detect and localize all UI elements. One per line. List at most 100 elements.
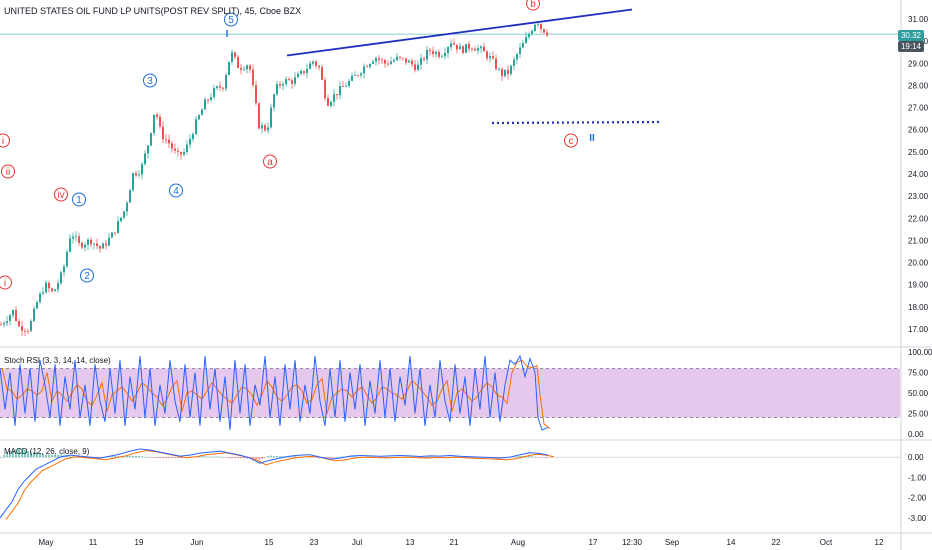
candle-body[interactable]: [162, 126, 164, 140]
wave-label-circle[interactable]: [72, 192, 86, 207]
candle-body[interactable]: [201, 109, 203, 116]
candle-body[interactable]: [138, 174, 140, 176]
candle-body[interactable]: [36, 302, 38, 309]
candle-body[interactable]: [144, 153, 146, 165]
candle-body[interactable]: [165, 139, 167, 141]
candle-body[interactable]: [423, 58, 425, 60]
candle-body[interactable]: [84, 244, 86, 248]
candle-body[interactable]: [477, 48, 479, 51]
candle-body[interactable]: [486, 51, 488, 59]
candle-body[interactable]: [72, 236, 74, 239]
candle-body[interactable]: [438, 51, 440, 57]
candle-body[interactable]: [420, 58, 422, 65]
candle-body[interactable]: [24, 330, 26, 332]
candle-body[interactable]: [69, 238, 71, 252]
candle-body[interactable]: [402, 57, 404, 59]
candle-body[interactable]: [258, 103, 260, 129]
candle-body[interactable]: [174, 148, 176, 151]
wave-label-circle[interactable]: [224, 12, 238, 27]
candle-body[interactable]: [246, 65, 248, 70]
candle-body[interactable]: [480, 46, 482, 49]
wave-label-circle[interactable]: [1, 164, 15, 179]
candle-body[interactable]: [498, 69, 500, 70]
candle-body[interactable]: [522, 43, 524, 48]
candle-body[interactable]: [510, 65, 512, 74]
candle-body[interactable]: [135, 173, 137, 176]
candle-body[interactable]: [234, 52, 236, 57]
stoch-axis-ticks[interactable]: 100.00 75.00 50.00 25.00 0.00: [908, 348, 932, 439]
candle-body[interactable]: [285, 79, 287, 84]
candle-body[interactable]: [417, 64, 419, 71]
wave-label-ii[interactable]: ii: [6, 167, 10, 178]
candle-body[interactable]: [240, 67, 242, 70]
candle-body[interactable]: [426, 49, 428, 60]
candle-body[interactable]: [60, 272, 62, 284]
degree-label-II[interactable]: II: [589, 133, 595, 144]
candle-body[interactable]: [546, 32, 548, 36]
macd-axis-ticks[interactable]: 0.00 -1.00 -2.00 -3.00: [908, 453, 927, 523]
degree-label-I[interactable]: I: [226, 29, 229, 40]
candle-body[interactable]: [111, 232, 113, 238]
wave-label-circle[interactable]: [526, 0, 540, 11]
candle-body[interactable]: [456, 44, 458, 50]
candle-body[interactable]: [9, 315, 11, 322]
candles-group[interactable]: [0, 22, 548, 337]
candle-body[interactable]: [18, 321, 20, 327]
candle-body[interactable]: [447, 47, 449, 54]
candle-body[interactable]: [462, 46, 464, 53]
candle-body[interactable]: [0, 324, 2, 326]
candle-body[interactable]: [501, 69, 503, 77]
candle-body[interactable]: [399, 56, 401, 58]
candle-body[interactable]: [405, 58, 407, 63]
candle-body[interactable]: [297, 73, 299, 78]
candle-body[interactable]: [270, 107, 272, 128]
wave-label-circle[interactable]: [80, 268, 94, 283]
candle-body[interactable]: [300, 70, 302, 74]
candle-body[interactable]: [528, 34, 530, 38]
wave-label-a[interactable]: a: [267, 157, 273, 168]
candle-body[interactable]: [129, 190, 131, 203]
candle-body[interactable]: [81, 242, 83, 248]
wave-label-iv[interactable]: iv: [57, 190, 64, 201]
candle-body[interactable]: [312, 61, 314, 64]
wave-label-circle[interactable]: [0, 275, 12, 290]
candle-body[interactable]: [21, 326, 23, 331]
candle-body[interactable]: [471, 48, 473, 50]
candle-body[interactable]: [261, 125, 263, 129]
upper-trendline[interactable]: [286, 8, 633, 57]
candle-body[interactable]: [372, 61, 374, 64]
candle-body[interactable]: [204, 99, 206, 110]
candle-body[interactable]: [348, 80, 350, 87]
candle-body[interactable]: [450, 43, 452, 48]
wave-label-i[interactable]: i: [4, 278, 6, 289]
candle-body[interactable]: [294, 77, 296, 84]
candle-body[interactable]: [78, 236, 80, 243]
candle-body[interactable]: [303, 70, 305, 74]
candle-body[interactable]: [537, 23, 539, 25]
wave-label-circle[interactable]: [263, 154, 277, 169]
candle-body[interactable]: [210, 97, 212, 101]
candle-body[interactable]: [435, 51, 437, 55]
candle-body[interactable]: [33, 308, 35, 321]
annotations-group[interactable]: [286, 8, 663, 125]
candle-body[interactable]: [126, 202, 128, 212]
wave-label-5[interactable]: 5: [228, 15, 234, 26]
candle-body[interactable]: [525, 37, 527, 44]
candle-body[interactable]: [453, 43, 455, 45]
candle-body[interactable]: [390, 61, 392, 65]
candle-body[interactable]: [27, 330, 29, 332]
candle-body[interactable]: [513, 59, 515, 66]
candle-body[interactable]: [516, 54, 518, 60]
candle-body[interactable]: [444, 53, 446, 57]
wave-label-c[interactable]: c: [569, 136, 574, 147]
candle-body[interactable]: [333, 94, 335, 102]
candle-body[interactable]: [411, 60, 413, 65]
candle-body[interactable]: [264, 125, 266, 131]
candle-body[interactable]: [45, 282, 47, 293]
candle-body[interactable]: [54, 289, 56, 292]
candle-body[interactable]: [63, 266, 65, 273]
candle-body[interactable]: [363, 66, 365, 74]
candle-body[interactable]: [123, 211, 125, 218]
candle-body[interactable]: [483, 46, 485, 52]
